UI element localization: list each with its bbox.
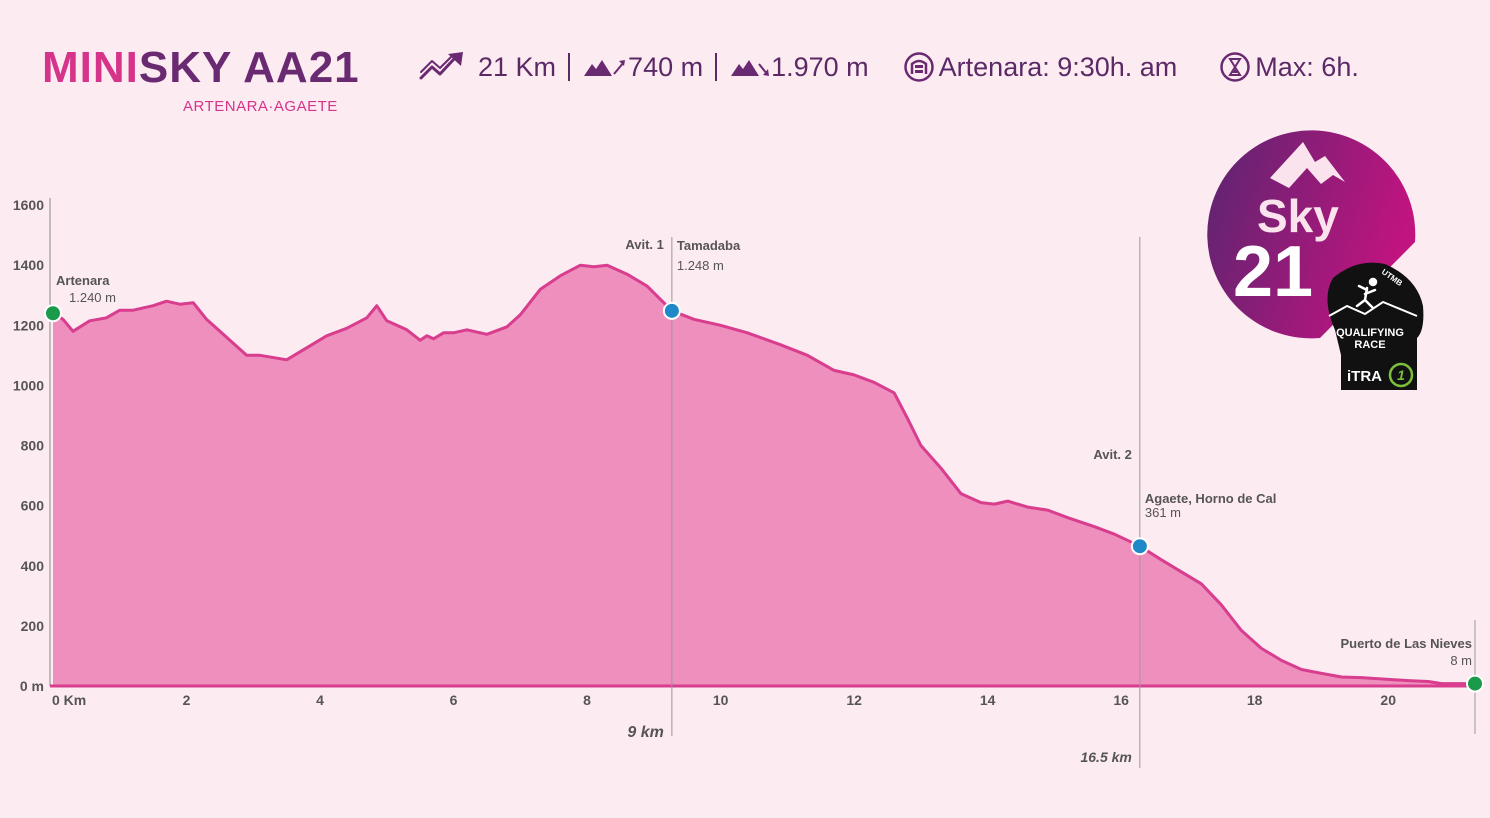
sky21-badge: Sky 21 UTMB QUALIFYING RACE iTRA 1 (1205, 130, 1425, 400)
aid-station-km: 16.5 km (1080, 749, 1131, 765)
x-tick-label: 8 (583, 692, 591, 708)
y-tick-label: 400 (21, 558, 45, 574)
start-marker (44, 304, 62, 323)
mountain-logo-icon (1270, 142, 1345, 188)
max-time-stat: Max: 6h. (1219, 51, 1359, 83)
x-tick-label: 4 (316, 692, 324, 708)
descent-value: 1.970 m (771, 51, 869, 82)
waypoint-elevation: 1.248 m (677, 258, 724, 273)
max-time-value: Max: 6h. (1255, 51, 1359, 82)
x-tick-label: 6 (450, 692, 458, 708)
start-stat: Artenara: 9:30h. am (903, 51, 1178, 83)
race-title-sky: SKY AA21 (138, 43, 360, 92)
waypoint-elevation: 361 m (1145, 505, 1181, 520)
qualifying-line1: QUALIFYING (1336, 327, 1404, 339)
y-axis-ticks: 0 m 200 400 600 800 1000 1200 1400 1600 (13, 197, 44, 694)
ascent-value: 740 m (628, 51, 704, 82)
itra-text: iTRA (1347, 368, 1382, 385)
stat-separator (715, 53, 718, 81)
itra-box (1341, 355, 1417, 390)
x-tick-label: 20 (1380, 692, 1396, 708)
trend-up-icon (418, 50, 470, 84)
chart-annotations: Artenara 1.240 m Avit. 1 Tamadaba 1.248 m 9 k… (44, 237, 1484, 768)
hourglass-icon (1219, 51, 1251, 83)
y-tick-label: 0 m (20, 678, 44, 694)
aid-station-label: Avit. 1 (625, 237, 664, 252)
qualifying-badge (1327, 262, 1424, 355)
x-tick-label: 14 (980, 692, 996, 708)
race-brand: MINISKY AA21 ARTENARA·AGAETE (42, 44, 360, 116)
aid-station-km: 9 km (627, 724, 663, 741)
x-tick-label: 0 Km (52, 692, 86, 708)
y-tick-label: 1000 (13, 377, 44, 393)
waypoint-elevation: 8 m (1450, 653, 1472, 668)
descent-stat: 1.970 m (729, 52, 869, 83)
waypoint-name: Artenara (56, 273, 110, 288)
itra-points: 1 (1397, 367, 1405, 383)
race-subtitle: ARTENARA·AGAETE (183, 98, 338, 115)
x-tick-label: 10 (713, 692, 729, 708)
itra-points-icon (1388, 362, 1414, 388)
distance-value: 21 Km (478, 51, 557, 82)
badge-sky-text: Sky (1257, 190, 1339, 242)
y-tick-label: 1200 (13, 317, 44, 333)
y-tick-label: 800 (21, 438, 45, 454)
aid-station-marker (662, 301, 681, 320)
start-gate-icon (903, 51, 935, 83)
waypoint-name: Agaete, Horno de Cal (1145, 491, 1276, 506)
ascent-stat: 740 m (582, 52, 703, 83)
x-axis-ticks: 0 Km 2 4 6 8 10 12 14 16 18 20 (52, 692, 1396, 708)
waypoint-name: Tamadaba (677, 238, 741, 253)
race-title: MINISKY AA21 (42, 44, 360, 92)
y-tick-label: 200 (21, 618, 45, 634)
race-title-mini: MINI (42, 43, 139, 92)
badge-number: 21 (1233, 232, 1313, 312)
x-tick-label: 2 (183, 692, 191, 708)
elevation-line (52, 263, 1475, 686)
y-tick-label: 600 (21, 498, 45, 514)
x-tick-label: 12 (846, 692, 862, 708)
runner-icon (1355, 277, 1378, 310)
race-stats: 21 Km 740 m 1.970 m Artenara: 9:30h. am … (418, 50, 1359, 84)
waypoint-elevation: 1.240 m (69, 290, 116, 305)
elevation-area (53, 265, 1475, 686)
x-tick-label: 18 (1247, 692, 1263, 708)
qualifying-line2: RACE (1354, 339, 1385, 351)
distance-stat: 21 Km (418, 50, 556, 84)
x-tick-label: 16 (1113, 692, 1129, 708)
finish-marker (1466, 674, 1484, 693)
waypoint-name: Puerto de Las Nieves (1341, 636, 1473, 651)
y-tick-label: 1400 (13, 257, 44, 273)
aid-station-label: Avit. 2 (1093, 447, 1132, 462)
y-tick-label: 1600 (13, 197, 44, 213)
mountain-up-icon (582, 54, 628, 80)
aid-station-marker (1130, 537, 1149, 556)
start-value: Artenara: 9:30h. am (938, 51, 1178, 82)
mountain-down-icon (729, 54, 771, 80)
stat-separator (568, 53, 571, 81)
